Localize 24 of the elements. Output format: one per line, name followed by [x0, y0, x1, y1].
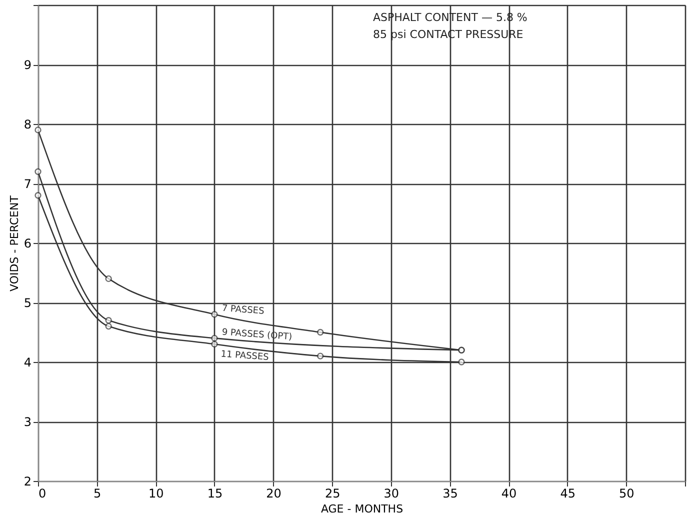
- x-tick-label: 30: [384, 486, 400, 500]
- y-tick-label: 3: [24, 415, 32, 429]
- series-label: 9 PASSES (OPT): [222, 328, 292, 343]
- y-tick-label: 9: [24, 58, 32, 72]
- x-tick-label: 25: [324, 486, 340, 500]
- x-tick-label: 45: [560, 486, 576, 500]
- x-tick-label: 15: [207, 486, 223, 500]
- x-axis-title: AGE - MONTHS: [320, 502, 404, 516]
- x-tick-label: 20: [266, 486, 282, 500]
- x-tick-label: 35: [442, 486, 458, 500]
- x-tick-label: 50: [619, 486, 634, 500]
- y-tick-label: 2: [24, 474, 32, 488]
- x-tick-label: 0: [38, 486, 46, 500]
- x-tick-label: 10: [148, 486, 164, 500]
- y-tick-label: 6: [24, 236, 32, 250]
- y-axis-title: VOIDS - PERCENT: [8, 195, 21, 292]
- x-tick-label: 5: [94, 486, 102, 500]
- series-label: 7 PASSES: [222, 304, 265, 317]
- series-label: 11 PASSES: [220, 350, 270, 363]
- y-tick-label: 4: [24, 356, 32, 370]
- y-tick-label: 8: [24, 118, 32, 132]
- y-tick-label: 5: [24, 296, 32, 310]
- x-tick-label: 40: [501, 486, 517, 500]
- y-tick-label: 7: [24, 177, 32, 191]
